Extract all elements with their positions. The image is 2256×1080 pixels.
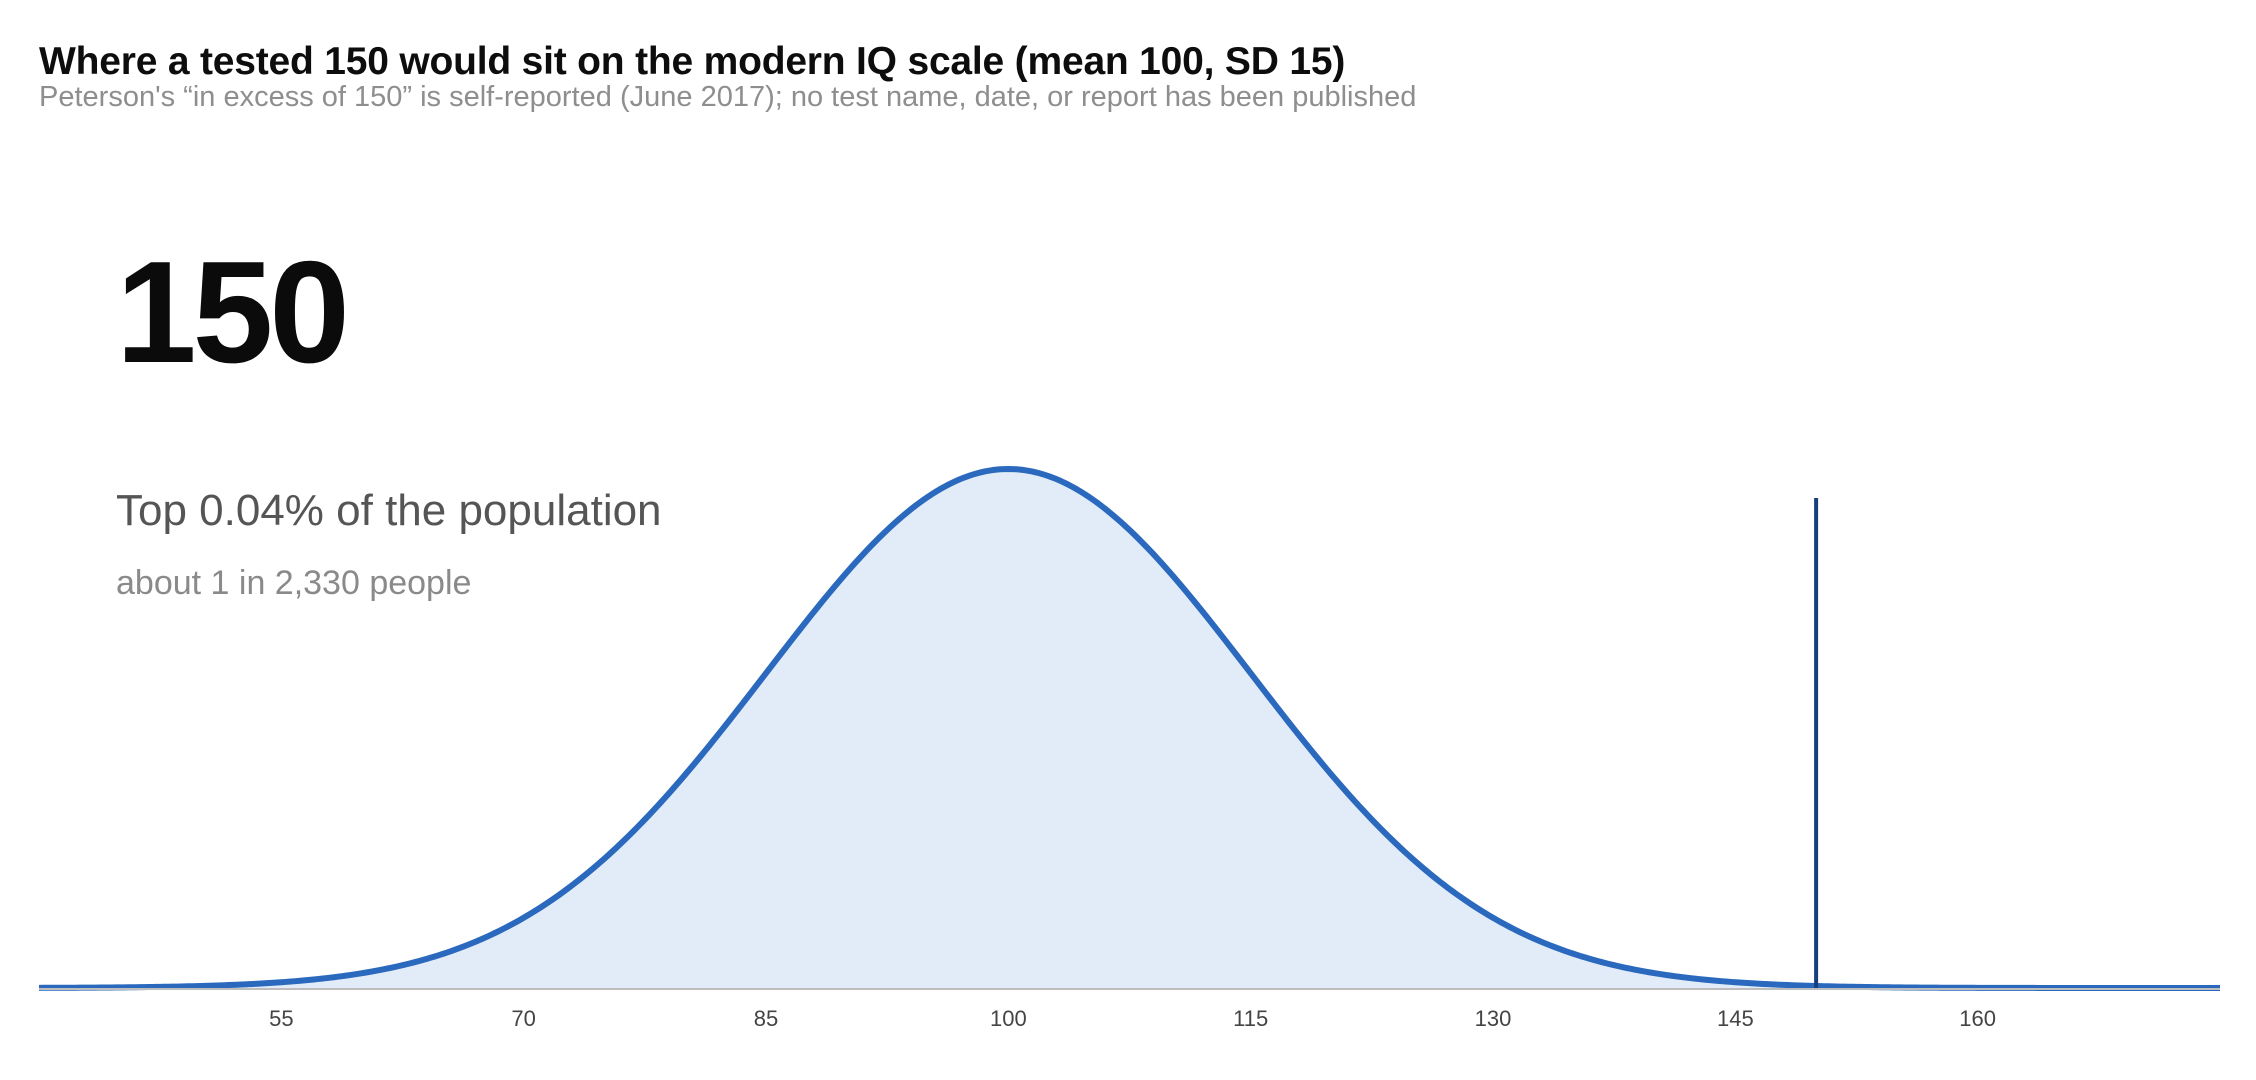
distribution-area	[39, 469, 2220, 988]
score-value: 150	[116, 231, 350, 393]
x-axis-ticks: 55 70 85 100 115 130 145 160	[269, 1006, 1996, 1031]
x-tick-label: 70	[511, 1006, 535, 1031]
x-tick-label: 160	[1959, 1006, 1996, 1031]
x-tick-label: 55	[269, 1006, 293, 1031]
chart-title: Where a tested 150 would sit on the mode…	[39, 40, 1346, 83]
rarity-subline: about 1 in 2,330 people	[116, 564, 472, 602]
percentile-headline: Top 0.04% of the population	[116, 486, 662, 535]
x-tick-label: 145	[1717, 1006, 1754, 1031]
chart-subtitle: Peterson's “in excess of 150” is self-re…	[39, 81, 1417, 113]
x-tick-label: 100	[990, 1006, 1027, 1031]
x-tick-label: 85	[754, 1006, 778, 1031]
x-tick-label: 115	[1233, 1006, 1268, 1031]
x-tick-label: 130	[1475, 1006, 1512, 1031]
distribution-curve	[38, 466, 2220, 991]
